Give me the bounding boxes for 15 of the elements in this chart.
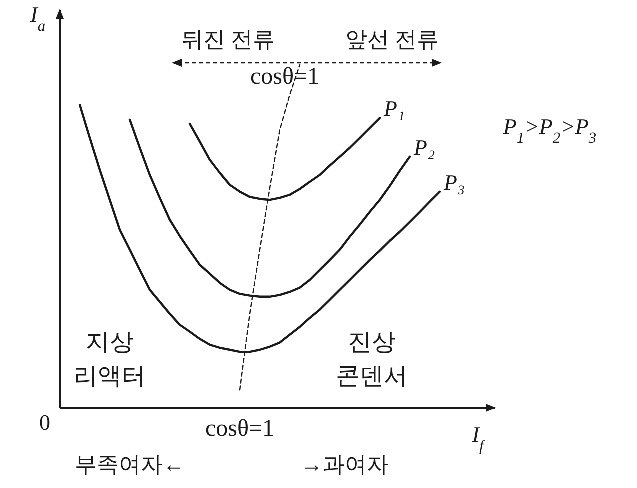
text: →과여자 — [301, 452, 389, 477]
text: P$_{1}$>P$_{2}$>P$_{3}$ — [502, 114, 597, 146]
text: 0 — [40, 410, 50, 435]
annotation: cosθ=1 — [250, 64, 320, 90]
series-label: P₁ — [383, 96, 406, 122]
x-axis-title: I$_{f}$ — [471, 422, 487, 454]
y-axis-title: I$_{a}$ — [29, 2, 46, 34]
series-label: P₃ — [443, 170, 466, 195]
annotation: 지상 리액터 — [74, 330, 146, 390]
text: 앞선 전류 — [345, 27, 439, 52]
text: cosθ=1 — [205, 416, 275, 442]
series-label: P₂ — [413, 134, 436, 160]
text: 뒤진 전류 — [181, 27, 275, 52]
annotation: 진상 콘덴서 — [336, 330, 408, 390]
text: 부족여자← — [75, 452, 185, 477]
